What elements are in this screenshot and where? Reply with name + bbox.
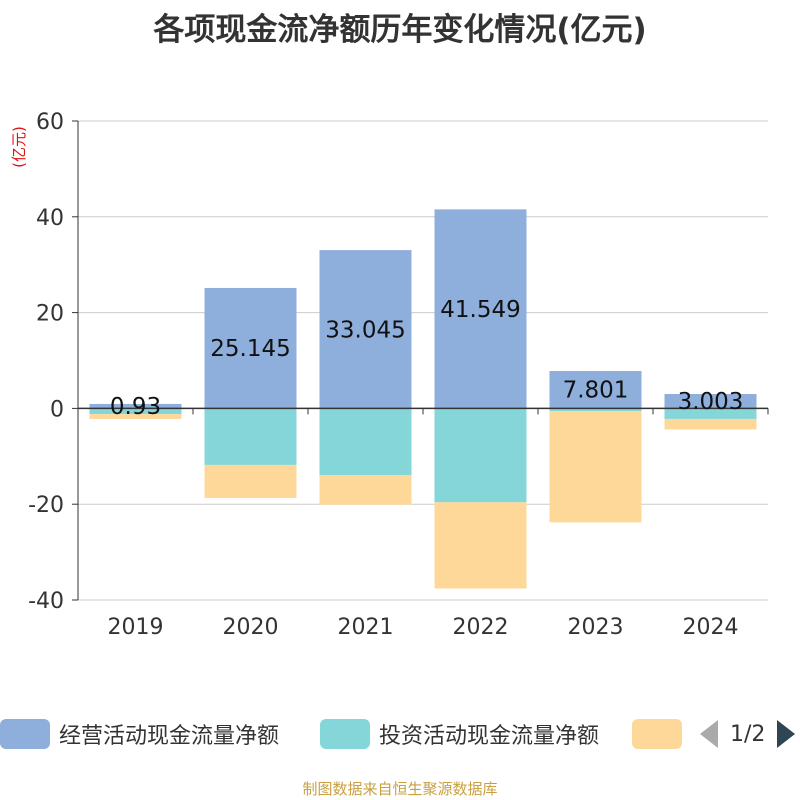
- bar-financing-2021[interactable]: [319, 474, 412, 505]
- x-tick-label: 2022: [453, 615, 509, 640]
- bar-investing-2020[interactable]: [204, 408, 297, 465]
- x-tick-label: 2024: [683, 615, 739, 640]
- bar-operating-2020[interactable]: [204, 287, 297, 409]
- data-label-operating-2022: 41.549: [440, 297, 520, 323]
- y-axis-label: (亿元): [10, 126, 28, 168]
- data-label-operating-2019: 0.93: [110, 394, 161, 420]
- legend-prev-arrow-icon[interactable]: [700, 720, 718, 748]
- legend-item-investing[interactable]: 投资活动现金流量净额: [320, 716, 599, 752]
- bar-financing-2022[interactable]: [434, 502, 527, 589]
- bar-financing-2024[interactable]: [664, 418, 757, 430]
- legend-item-operating[interactable]: 经营活动现金流量净额: [0, 716, 279, 752]
- bar-investing-2024[interactable]: [664, 408, 757, 419]
- bar-financing-2023[interactable]: [549, 411, 642, 523]
- x-tick-label: 2021: [338, 615, 394, 640]
- bar-investing-2023[interactable]: [549, 408, 642, 412]
- bar-operating-2022[interactable]: [434, 209, 527, 409]
- legend-label-operating: 经营活动现金流量净额: [59, 724, 280, 749]
- bar-operating-2023[interactable]: [549, 371, 642, 409]
- bar-financing-2019[interactable]: [89, 414, 182, 419]
- data-label-operating-2024: 3.003: [678, 389, 744, 415]
- y-tick-label: 40: [36, 206, 64, 231]
- chart-title: 各项现金流净额历年变化情况(亿元): [153, 12, 647, 48]
- bar-financing-2020[interactable]: [204, 464, 297, 498]
- data-source-note: 制图数据来自恒生聚源数据库: [302, 780, 498, 798]
- legend-item-financing[interactable]: [632, 716, 682, 752]
- bar-operating-2021[interactable]: [319, 250, 412, 409]
- x-tick-label: 2020: [223, 615, 279, 640]
- x-tick-label: 2023: [568, 615, 624, 640]
- legend-label-investing: 投资活动现金流量净额: [379, 724, 600, 749]
- legend-swatch-operating: [0, 719, 50, 749]
- legend-swatch-investing: [320, 719, 370, 749]
- legend-next-arrow-icon[interactable]: [777, 720, 796, 748]
- legend-pager: 1/2: [700, 716, 796, 752]
- y-tick-label: -40: [28, 589, 64, 614]
- x-tick-label: 2019: [108, 615, 164, 640]
- legend: 经营活动现金流量净额 投资活动现金流量净额 1/2: [0, 716, 800, 752]
- legend-page-indicator: 1/2: [730, 721, 766, 747]
- bar-operating-2024[interactable]: [664, 394, 757, 409]
- bar-investing-2019[interactable]: [89, 408, 182, 415]
- legend-swatch-financing: [632, 719, 682, 749]
- y-tick-label: 60: [36, 110, 64, 135]
- y-tick-label: 0: [50, 397, 64, 422]
- bar-operating-2019[interactable]: [89, 403, 182, 409]
- data-label-operating-2021: 33.045: [325, 317, 405, 343]
- data-label-operating-2020: 25.145: [210, 336, 290, 362]
- y-tick-label: -20: [28, 493, 64, 518]
- bar-investing-2022[interactable]: [434, 408, 527, 503]
- y-tick-label: 20: [36, 302, 64, 327]
- stacked-bar-chart: 60 40 20 0 -20 -40 (亿元) 0.93 25.145 33.045 41.549 7…: [10, 110, 769, 640]
- data-label-operating-2023: 7.801: [563, 378, 629, 404]
- bar-investing-2021[interactable]: [319, 408, 412, 475]
